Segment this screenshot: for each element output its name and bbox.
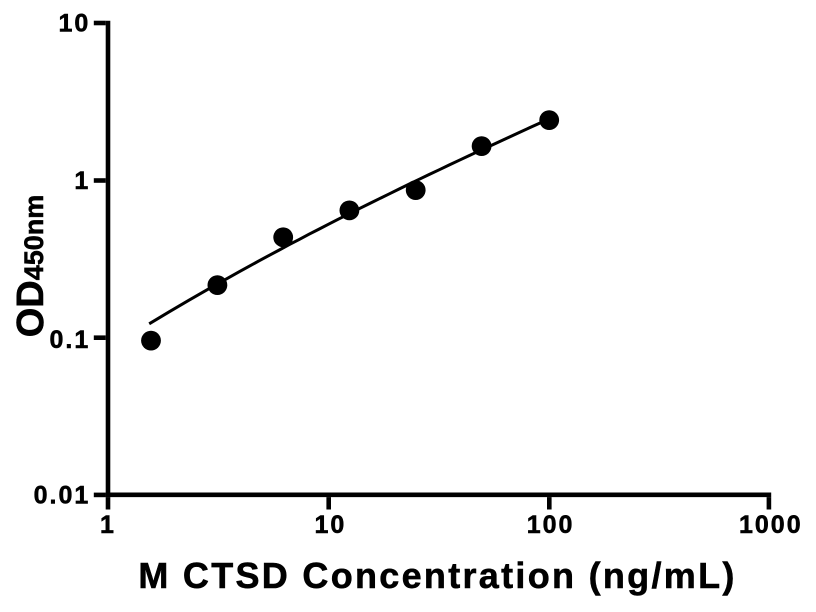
svg-text:1: 1 [100,511,116,539]
svg-text:100: 100 [527,511,575,539]
svg-text:10: 10 [314,511,346,539]
svg-text:1: 1 [74,167,90,195]
svg-text:0.1: 0.1 [50,326,91,354]
svg-text:M CTSD Concentration (ng/mL): M CTSD Concentration (ng/mL) [138,555,736,596]
svg-text:1000: 1000 [739,511,803,539]
svg-text:10: 10 [58,10,90,38]
svg-text:0.01: 0.01 [34,482,91,510]
